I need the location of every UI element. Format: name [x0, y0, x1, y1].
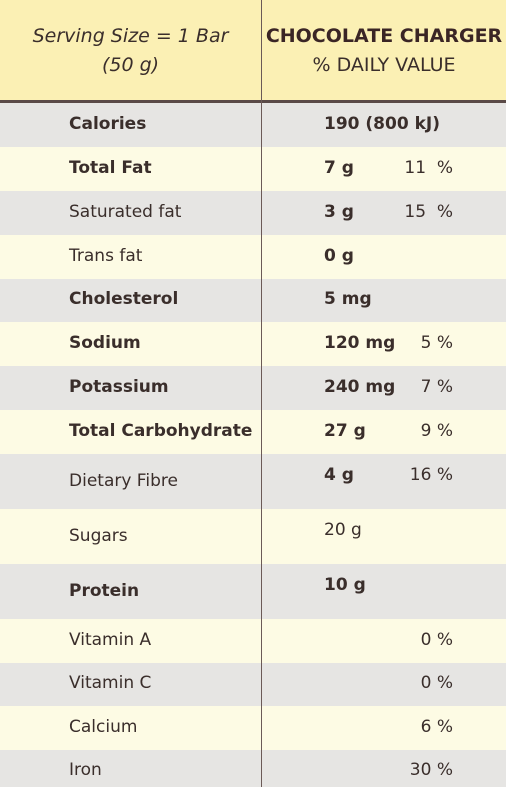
nutrient-row: Total Carbohydrate 27 g 9 %: [0, 410, 506, 454]
nutrient-amount: 240 mg: [324, 377, 396, 397]
nutrient-amount: 10 g: [324, 575, 366, 595]
nutrient-name: Sugars: [69, 526, 128, 546]
nutrient-row: Sodium 120 mg 5 %: [0, 322, 506, 366]
nutrient-amount: 27 g: [324, 421, 366, 441]
serving-size: Serving Size = 1 Bar (50 g): [0, 22, 261, 80]
column-divider: [261, 0, 262, 787]
nutrient-name: Vitamin C: [69, 673, 152, 693]
nutrient-row: Trans fat 0 g: [0, 235, 506, 279]
nutrient-row: Vitamin A 0 %: [0, 619, 506, 663]
nutrient-amount: 3 g: [324, 202, 354, 222]
nutrient-row: Vitamin C 0 %: [0, 663, 506, 706]
daily-value-percent: 11 %: [404, 158, 453, 178]
nutrient-name: Dietary Fibre: [69, 471, 178, 491]
table-header: Serving Size = 1 Bar (50 g) CHOCOLATE CH…: [0, 0, 506, 100]
daily-value-percent: 7 %: [420, 377, 453, 397]
nutrient-name: Calories: [69, 114, 147, 134]
nutrient-name: Calcium: [69, 717, 138, 737]
daily-value-percent: 5 %: [420, 333, 453, 353]
nutrient-name: Trans fat: [69, 246, 143, 266]
nutrient-row: Potassium 240 mg 7 %: [0, 366, 506, 410]
nutrient-amount: 5 mg: [324, 289, 372, 309]
daily-value-percent: 16 %: [409, 465, 453, 485]
nutrient-name: Sodium: [69, 333, 141, 353]
daily-value-percent: 6 %: [420, 717, 453, 737]
nutrient-row: Saturated fat 3 g 15 %: [0, 191, 506, 235]
nutrient-row: Calories 190 (800 kJ): [0, 103, 506, 147]
nutrient-name: Vitamin A: [69, 630, 152, 650]
daily-value-percent: 30 %: [409, 760, 453, 780]
nutrient-row: Protein 10 g: [0, 564, 506, 619]
serving-size-line2: (50 g): [101, 54, 160, 76]
product-header: CHOCOLATE CHARGER % DAILY VALUE: [262, 22, 506, 80]
nutrient-row: Sugars 20 g: [0, 509, 506, 564]
nutrient-amount: 120 mg: [324, 333, 396, 353]
nutrient-name: Cholesterol: [69, 289, 179, 309]
daily-value-percent: 9 %: [420, 421, 453, 441]
header-separator: [0, 100, 506, 103]
nutrient-name: Total Carbohydrate: [69, 421, 253, 441]
nutrient-row: Cholesterol 5 mg: [0, 279, 506, 322]
nutrient-amount: 7 g: [324, 158, 354, 178]
nutrient-row: Calcium 6 %: [0, 706, 506, 750]
nutrient-name: Total Fat: [69, 158, 152, 178]
nutrient-name: Protein: [69, 581, 140, 601]
daily-value-label: % DAILY VALUE: [312, 54, 456, 76]
nutrient-name: Saturated fat: [69, 202, 182, 222]
nutrient-name: Potassium: [69, 377, 169, 397]
nutrient-row: Iron 30 %: [0, 750, 506, 787]
nutrient-row: Total Fat 7 g 11 %: [0, 147, 506, 191]
daily-value-percent: 0 %: [420, 630, 453, 650]
serving-size-line1: Serving Size = 1 Bar: [32, 25, 229, 47]
nutrient-row: Dietary Fibre 4 g 16 %: [0, 454, 506, 509]
nutrient-name: Iron: [69, 760, 102, 780]
product-name: CHOCOLATE CHARGER: [265, 25, 503, 47]
daily-value-percent: 15 %: [404, 202, 453, 222]
nutrient-amount: 4 g: [324, 465, 354, 485]
nutrient-amount: 190 (800 kJ): [324, 114, 440, 134]
nutrient-amount: 0 g: [324, 246, 354, 266]
daily-value-percent: 0 %: [420, 673, 453, 693]
nutrient-amount: 20 g: [324, 520, 362, 540]
